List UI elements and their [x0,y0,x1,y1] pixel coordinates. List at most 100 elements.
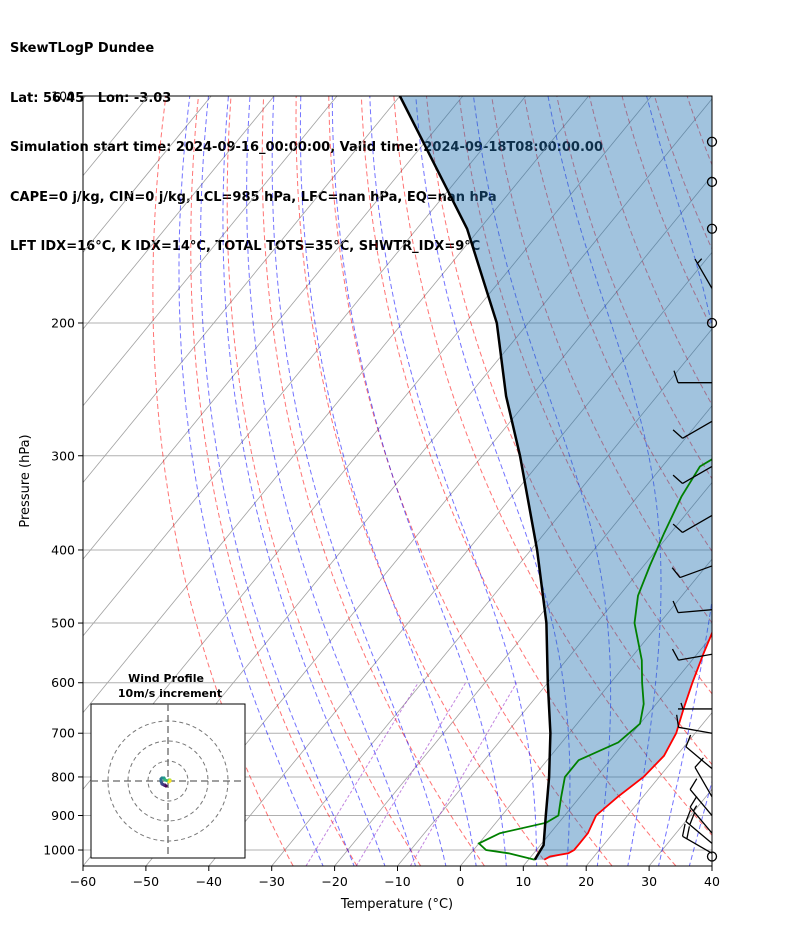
isotherm-gridline [397,481,712,866]
wind-barb [671,565,713,579]
dry-adiabat [523,96,712,553]
wind-barb [685,809,713,844]
x-tick-label: 30 [641,874,657,889]
x-tick-label: −20 [321,874,347,889]
moist-adiabat [646,96,712,866]
mixing-ratio-line [355,682,467,866]
dry-adiabat [654,96,712,251]
x-axis: −60 −50 −40 −30 −20 −10 0 10 20 30 40 [70,866,720,889]
wind-barb [685,734,713,770]
dewpoint-profile [477,458,712,861]
hodograph-title: Wind Profile [128,672,204,685]
wind-barb [672,600,713,614]
wind-barb [672,420,713,439]
x-tick-label: −40 [196,874,222,889]
isotherm-gridline [83,96,464,560]
wind-barb [689,778,713,816]
dry-adiabat [226,96,422,866]
y-tick-label: 500 [51,616,75,631]
dry-adiabat [360,96,677,866]
hodograph-inset: Wind Profile 10m/s increment [90,672,246,859]
isotherm-gridline [145,175,712,866]
calm-wind-circle [706,136,718,147]
wind-barb [694,258,713,289]
y-tick-label: 800 [51,769,75,784]
plot-content [83,96,794,866]
title-line-1: SkewTLogP Dundee [10,41,155,56]
y-axis: 1000 900 800 700 600 500 400 300 200 100 [43,89,83,858]
calm-wind-circle [706,851,718,862]
moist-adiabat [415,96,571,866]
x-tick-label: −30 [259,874,285,889]
wind-barb [671,648,713,661]
temperature-profile [543,630,712,861]
isotherm-gridline [460,558,712,866]
title-line-2: Lat: 56.45 Lon: -3.03 [10,90,172,106]
y-tick-label: 600 [51,675,75,690]
moist-adiabat [199,96,355,866]
x-tick-label: −10 [384,874,410,889]
hodograph-subtitle: 10m/s increment [118,687,222,700]
dry-adiabat [393,96,712,837]
mixing-ratio-line [409,682,518,866]
y-tick-label: 200 [51,315,75,330]
wind-barbs [671,136,718,862]
calm-wind-circle [706,317,718,329]
dry-adiabat [152,96,294,866]
x-axis-label: Temperature (°C) [340,897,453,912]
isotherm-gridline [585,711,712,866]
isotherm-gridline [522,635,712,866]
wind-barb [672,465,713,485]
isotherm-gridline [83,96,401,484]
isotherm-gridline [83,96,275,330]
x-tick-label: 40 [704,874,720,889]
moist-adiabat [473,96,612,866]
dry-adiabat [261,96,485,866]
dry-adiabat [720,96,794,866]
moist-adiabat [299,96,477,866]
isotherm-gridline [334,405,712,866]
x-tick-label: −50 [133,874,159,889]
cape-cin-shading [399,96,712,860]
hodograph-segment [167,779,172,784]
wind-barb [681,823,713,854]
wind-barb [673,370,712,384]
x-tick-label: 0 [456,874,464,889]
y-axis-label: Pressure (hPa) [18,434,33,527]
y-tick-label: 400 [51,542,75,557]
x-tick-label: 10 [515,874,531,889]
isotherm-gridline [83,96,527,637]
x-tick-label: 20 [578,874,594,889]
calm-wind-circle [706,223,718,234]
title-line-5: LFT IDX=16°C, K IDX=14°C, TOTAL TOTS=35°… [10,239,481,254]
isotherm-gridline [711,865,712,866]
isotherm-gridline [775,96,794,866]
mixing-ratio-line [305,682,419,866]
moist-adiabat [222,96,386,866]
dry-adiabat [785,96,794,866]
moist-adiabat [331,96,507,866]
y-tick-label: 100 [51,89,75,104]
isotherm-gridline [83,96,589,714]
y-tick-label: 1000 [43,843,75,858]
calm-wind-circle [706,176,718,188]
y-tick-label: 300 [51,448,75,463]
dry-adiabat [458,96,712,695]
isotherm-gridline [271,328,712,866]
wind-barb [689,796,713,834]
title-line-3: Simulation start time: 2024-09-16_00:00:… [10,140,603,155]
moist-adiabat [271,96,447,866]
moist-adiabat [547,96,662,866]
moist-adiabat [178,96,324,866]
dry-adiabat [491,96,712,624]
y-tick-label: 700 [51,726,75,741]
isotherm-gridline [83,96,338,407]
wind-barb [676,714,713,734]
hodograph-content [91,704,245,858]
y-tick-label: 900 [51,808,75,823]
dry-adiabat [295,96,549,866]
dry-adiabat [752,96,794,866]
isotherm-gridline [83,96,212,253]
parcel-profile [398,96,552,861]
